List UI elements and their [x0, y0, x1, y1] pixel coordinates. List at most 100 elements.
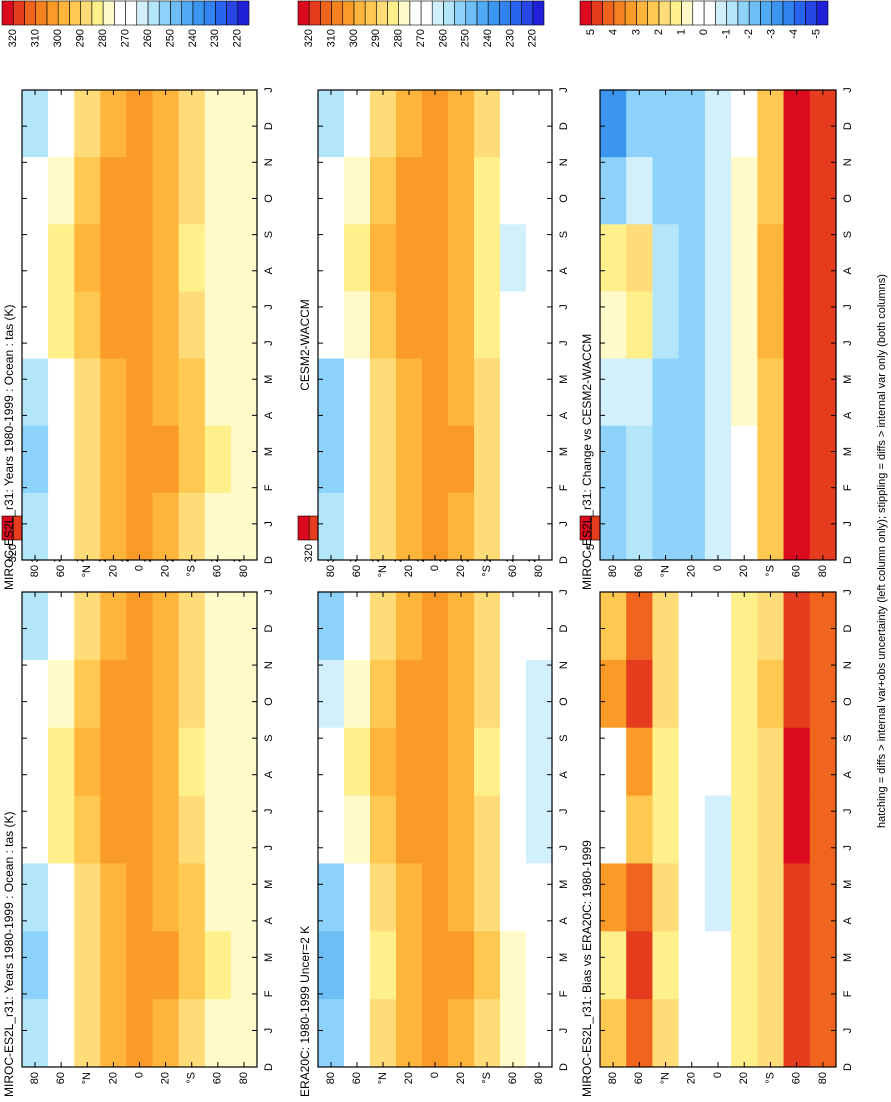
x-tick-label: S — [842, 231, 854, 238]
colorbar-box — [602, 0, 615, 26]
field-cell — [230, 862, 258, 932]
colorbar-box — [771, 0, 784, 26]
field-cell — [422, 223, 449, 292]
colorbar-label: -5 — [811, 29, 823, 39]
field-cell — [152, 794, 180, 864]
colorbar-box — [1, 515, 14, 541]
field-cell — [809, 425, 837, 493]
x-tick-label: M — [842, 880, 854, 889]
colorbar-label: 320 — [7, 544, 19, 562]
colorbar-box — [158, 0, 171, 26]
field-cell — [678, 425, 706, 493]
field-cell — [783, 492, 811, 560]
field-cell — [783, 727, 811, 796]
field-cell — [600, 89, 627, 158]
colorbar-box — [454, 0, 467, 26]
x-tick-label: J — [842, 1028, 854, 1034]
field-cell — [422, 492, 449, 560]
field-cell — [126, 156, 154, 225]
x-tick-label: J — [263, 87, 275, 93]
field-cell — [448, 659, 475, 728]
field-cell — [448, 930, 475, 1000]
colorbar-box — [364, 0, 377, 26]
colorbar-label: 300 — [348, 29, 360, 47]
field-cell — [600, 156, 627, 225]
field-cell — [74, 998, 101, 1067]
field-cell — [809, 930, 837, 1000]
colorbar-label: 290 — [74, 29, 86, 47]
field-cell — [809, 998, 837, 1067]
colorbar-label: 260 — [437, 29, 449, 47]
field-cell — [22, 89, 49, 158]
field-cell — [500, 156, 527, 225]
colorbar-box — [12, 0, 25, 26]
colorbar-label: 270 — [119, 29, 131, 47]
x-tick-label: N — [263, 158, 275, 166]
field-cell — [526, 727, 553, 796]
field-cell — [74, 492, 101, 560]
field-cell — [626, 156, 654, 225]
field-cell — [757, 727, 785, 796]
x-tick-label: D — [558, 1063, 570, 1071]
y-tick-label: 80 — [607, 1072, 619, 1084]
x-tick-label: F — [263, 484, 275, 491]
field-cell — [809, 659, 837, 728]
x-tick-label: S — [842, 734, 854, 741]
x-tick-label: J — [558, 808, 570, 814]
field-cell — [474, 794, 501, 864]
y-tick-label: 80 — [607, 565, 619, 577]
x-tick-label: O — [558, 194, 570, 203]
x-tick-label: F — [842, 484, 854, 491]
colorbar-label: 310 — [325, 29, 337, 47]
x-tick-label: J — [558, 340, 570, 346]
y-tick-label: 20 — [455, 1072, 467, 1084]
field-cell — [178, 89, 206, 158]
field-cell — [448, 89, 475, 158]
colorbar-label: -1 — [720, 29, 732, 39]
x-tick-label: S — [558, 231, 570, 238]
x-tick-label: O — [558, 697, 570, 706]
field-cell — [526, 492, 553, 560]
y-tick-label: 80 — [817, 1072, 829, 1084]
field-cell — [678, 659, 706, 728]
field-cell — [500, 794, 527, 864]
x-tick-label: A — [558, 411, 570, 419]
field-cell — [474, 591, 501, 660]
field-cell — [318, 425, 345, 493]
field-cell — [600, 290, 627, 359]
x-tick-label: J — [263, 304, 275, 310]
field-cell — [422, 591, 449, 660]
colorbar-label: 5 — [585, 29, 597, 35]
colorbar-box — [215, 0, 227, 26]
field-cell — [204, 998, 232, 1067]
field-cell — [396, 156, 423, 225]
colorbar-label: 220 — [232, 29, 244, 47]
field-cell — [678, 156, 706, 225]
field-cell — [526, 156, 553, 225]
field-cell — [204, 492, 232, 560]
y-tick-label: 0 — [429, 1072, 441, 1078]
field-cell — [100, 156, 128, 225]
y-tick-label: 0 — [429, 565, 441, 571]
x-tick-label: M — [263, 880, 275, 889]
field-cell — [230, 794, 258, 864]
field-cell — [600, 591, 627, 660]
colorbar-label: 280 — [97, 29, 109, 47]
field-cell — [178, 998, 206, 1067]
field-cell — [48, 998, 75, 1067]
field-cell — [783, 862, 811, 932]
field-cell — [704, 223, 732, 292]
field-cell — [809, 727, 837, 796]
y-tick-label: °S — [481, 1072, 493, 1084]
field-cell — [178, 794, 206, 864]
colorbar-box — [387, 0, 399, 26]
field-cell — [22, 862, 49, 932]
field-cell — [809, 794, 837, 864]
field-cell — [178, 492, 206, 560]
field-cell — [783, 794, 811, 864]
field-cell — [204, 727, 232, 796]
field-cell — [152, 727, 180, 796]
field-cell — [678, 794, 706, 864]
field-cell — [344, 223, 371, 292]
field-cell — [48, 425, 75, 493]
